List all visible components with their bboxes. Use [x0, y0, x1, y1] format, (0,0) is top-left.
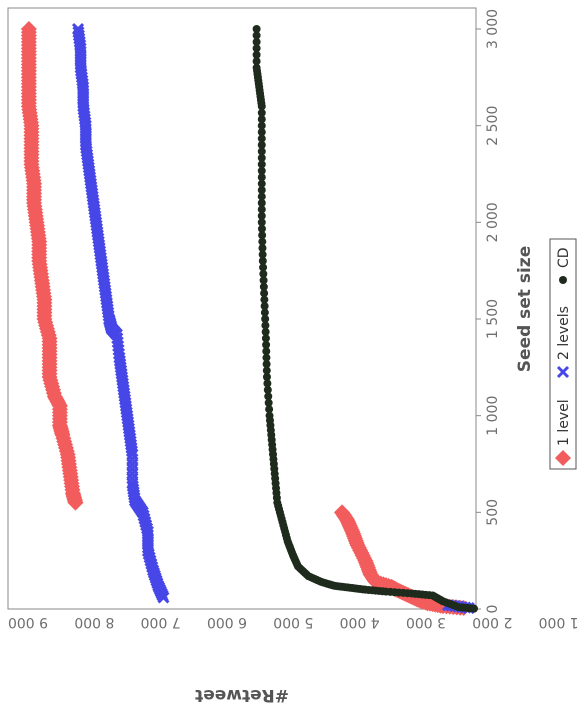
legend-label: 2 levels [556, 306, 572, 360]
data-point [262, 347, 271, 356]
x-tick-label: 3 000 [485, 9, 501, 49]
data-point [258, 257, 267, 266]
data-point [258, 231, 267, 240]
data-point [261, 334, 270, 343]
data-point [260, 289, 269, 298]
data-point [20, 21, 37, 38]
data-point [257, 153, 266, 162]
data-point [262, 353, 271, 362]
data-point [257, 128, 266, 137]
x-axis-ticks: 0 500 1 000 1 500 2 000 2 500 3 000 [476, 9, 501, 613]
y-tick-label: 7 000 [141, 614, 181, 630]
y-tick-label: 5 000 [273, 614, 313, 630]
data-point [259, 276, 268, 285]
x-tick-label: 2 500 [485, 106, 501, 146]
legend: 1 level 2 levels CD [549, 238, 577, 470]
legend-label: 1 level [556, 399, 572, 446]
legend-marker [555, 450, 571, 466]
data-point [258, 244, 267, 253]
x-tick-label: 1 000 [485, 396, 501, 436]
data-point [71, 22, 85, 36]
data-point [252, 31, 261, 40]
series-layer [20, 21, 478, 617]
data-point [257, 134, 266, 143]
data-point [262, 366, 271, 375]
y-tick-label: 3 000 [406, 614, 446, 630]
data-point [264, 392, 273, 401]
y-tick-label: 6 000 [207, 614, 247, 630]
data-point [252, 57, 261, 66]
data-point [262, 360, 271, 369]
data-point [257, 205, 266, 214]
data-point [260, 302, 269, 311]
y-tick-label: 2 000 [472, 614, 512, 630]
data-point [252, 50, 261, 59]
series-1-level [20, 21, 472, 617]
y-tick-label: 8 000 [74, 614, 114, 630]
data-point [257, 121, 266, 130]
data-point [265, 405, 274, 414]
y-tick-label: 4 000 [340, 614, 380, 630]
x-tick-label: 500 [485, 499, 501, 526]
data-point [334, 504, 351, 521]
y-tick-label: 1 000 [539, 614, 579, 630]
series-cd [252, 25, 478, 613]
legend-marker [559, 276, 567, 284]
data-point [252, 37, 261, 46]
data-point [265, 411, 274, 420]
data-point [262, 373, 271, 382]
data-point [257, 147, 266, 156]
data-point [252, 25, 261, 34]
data-point [259, 263, 268, 272]
data-point [257, 108, 266, 117]
legend-marker [556, 365, 570, 379]
data-point [258, 237, 267, 246]
data-point [262, 340, 271, 349]
data-point [257, 199, 266, 208]
data-point [261, 327, 270, 336]
y-axis-title: #Retweet [195, 685, 289, 705]
legend-label: CD [556, 247, 572, 268]
data-point [258, 250, 267, 259]
data-point [264, 398, 273, 407]
data-point [257, 166, 266, 175]
data-point [257, 160, 266, 169]
data-point [257, 218, 266, 227]
x-tick-label: 2 000 [485, 202, 501, 242]
data-point [259, 269, 268, 278]
data-point [260, 308, 269, 317]
data-point [257, 211, 266, 220]
data-point [257, 224, 266, 233]
x-tick-label: 1 500 [485, 299, 501, 339]
data-point [261, 315, 270, 324]
data-point [257, 115, 266, 124]
data-point [257, 192, 266, 201]
data-point [252, 44, 261, 53]
x-axis-title: Seed set size [515, 246, 535, 372]
data-point [259, 282, 268, 291]
data-point [252, 63, 261, 72]
data-point [263, 379, 272, 388]
data-point [257, 179, 266, 188]
data-point [257, 173, 266, 182]
y-tick-label: 9 000 [8, 614, 48, 630]
data-point [257, 186, 266, 195]
data-point [257, 141, 266, 150]
data-point [260, 295, 269, 304]
data-point [261, 321, 270, 330]
data-point [72, 26, 85, 39]
data-point [263, 385, 272, 394]
x-tick-label: 0 [485, 605, 501, 614]
